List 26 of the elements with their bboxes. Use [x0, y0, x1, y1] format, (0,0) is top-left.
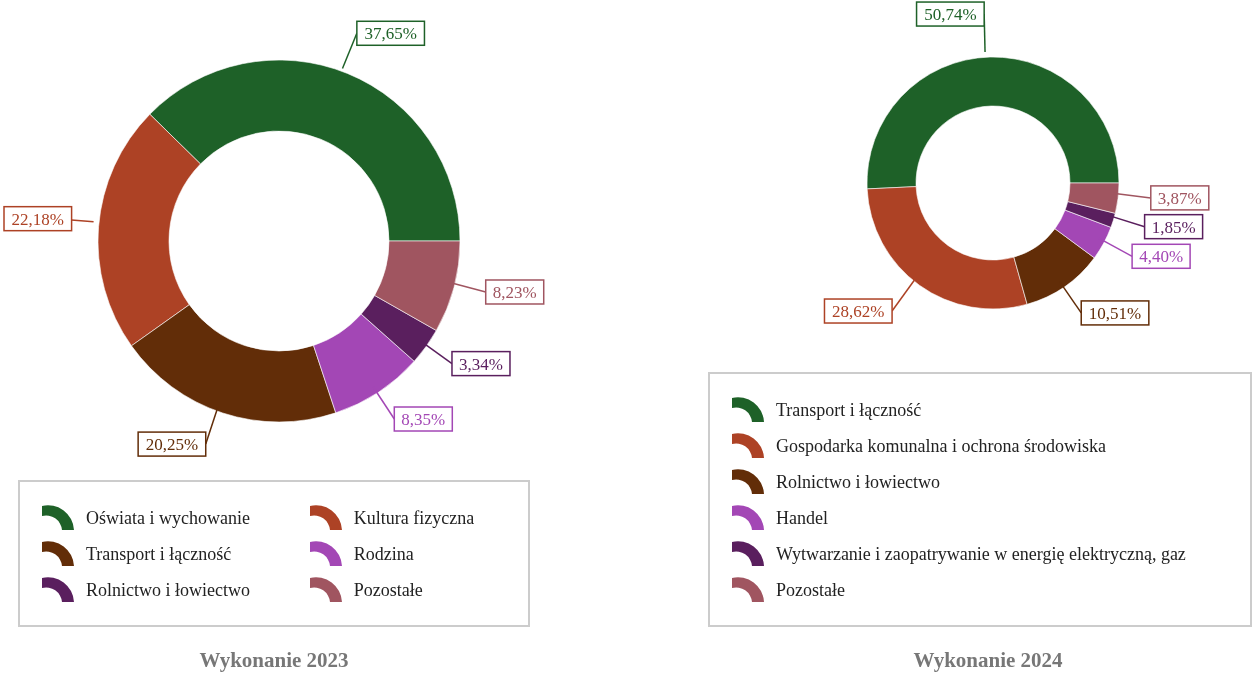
legend-label: Oświata i wychowanie	[86, 507, 250, 529]
data-label: 10,51%	[1088, 303, 1142, 323]
text: Wykonanie 2023	[198, 648, 350, 673]
data-label: 3,34%	[459, 354, 503, 374]
legend-label: Pozostałe	[353, 579, 423, 601]
legend-label: Pozostałe	[776, 579, 845, 601]
data-label: 4,40%	[1139, 247, 1184, 267]
legend-label: Gospodarka komunalna i ochrona środowiska	[776, 435, 1106, 457]
legend-label: Rodzina	[353, 543, 414, 565]
legend-label: Rolnictwo i łowiectwo	[86, 579, 250, 601]
legend-label: Rolnictwo i łowiectwo	[776, 471, 940, 493]
legend-label: Wytwarzanie i zaopatrywanie w energię elektryczną, gaz	[776, 543, 1186, 565]
data-label: 28,62%	[832, 302, 885, 322]
data-label: 22,18%	[11, 209, 65, 229]
data-label: 8,35%	[401, 410, 446, 429]
legend-label: Transport i łączność	[86, 543, 232, 565]
legend-label: Transport i łączność	[776, 399, 922, 421]
data-label: 1,85%	[1151, 217, 1196, 237]
data-label: 3,87%	[1157, 188, 1202, 208]
legend-label: Kultura fizyczna	[353, 507, 475, 529]
data-label: 8,23%	[492, 282, 537, 302]
data-label: 20,25%	[145, 435, 199, 455]
legend-label: Handel	[776, 507, 828, 529]
text: Wykonanie 2024	[912, 648, 1064, 673]
data-label: 37,65%	[364, 24, 417, 44]
data-label: 50,74%	[924, 5, 977, 25]
